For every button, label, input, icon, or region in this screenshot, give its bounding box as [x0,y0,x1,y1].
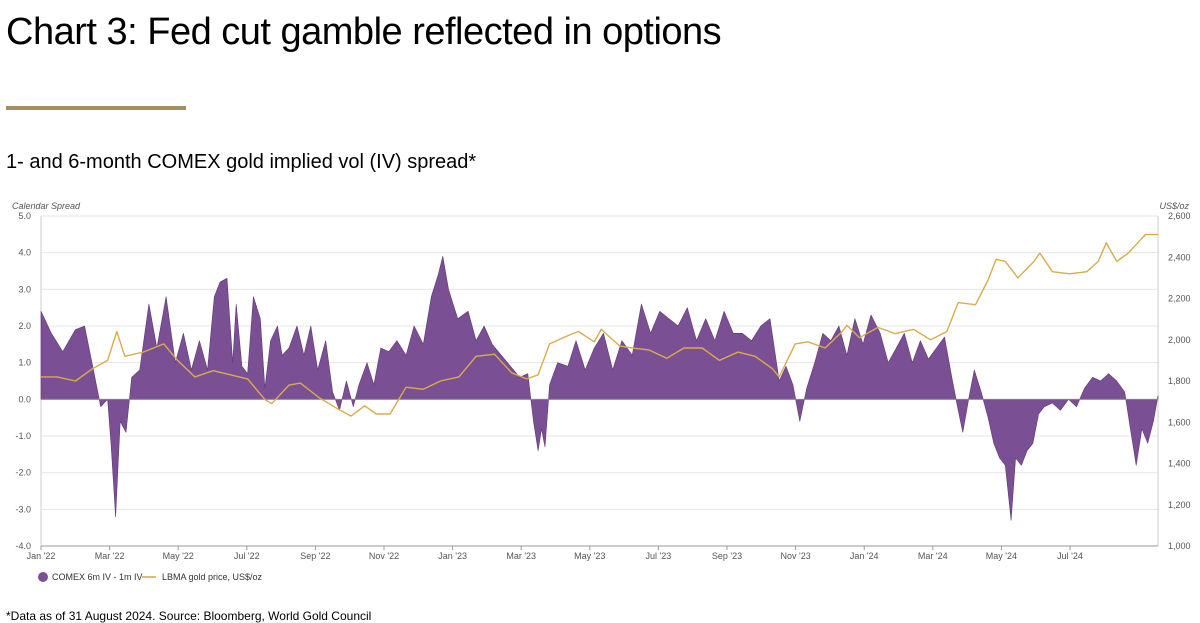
series-layer [40,233,1159,521]
spread-area [40,256,1159,521]
legend-label-spread: COMEX 6m IV - 1m IV [52,572,143,582]
chart-subtitle: 1- and 6-month COMEX gold implied vol (I… [6,151,477,173]
left-tick-label: 0.0 [18,394,31,404]
legend: COMEX 6m IV - 1m IV LBMA gold price, US$… [38,572,263,582]
title-underline [6,106,186,110]
right-tick-label: 2,400 [1168,252,1191,262]
right-axis-label: US$/oz [1159,201,1189,211]
right-tick-label: 2,200 [1168,294,1191,304]
left-axis-label: Calendar Spread [12,201,81,211]
x-tick-label: Mar '22 [95,551,125,561]
x-tick-label: Jan '24 [850,551,879,561]
chart-footnote: *Data as of 31 August 2024. Source: Bloo… [6,609,372,623]
gold-price-line [41,233,1158,417]
x-tick-label: Jan '22 [27,551,56,561]
x-tick-label: Jul '24 [1057,551,1083,561]
left-tick-label: 2.0 [18,321,31,331]
right-tick-label: 2,600 [1168,211,1191,221]
spread-chart: Calendar Spread US$/oz 5.0 4.0 3.0 2.0 1.0 0.… [12,201,1191,582]
x-tick-label: May '23 [574,551,605,561]
x-tick-label: Nov '23 [780,551,810,561]
right-tick-label: 1,000 [1168,541,1191,551]
x-tick-label: May '24 [986,551,1017,561]
x-tick-label: Jul '22 [234,551,260,561]
left-tick-label: -2.0 [15,468,31,478]
left-tick-label: -3.0 [15,504,31,514]
left-tick-label: 4.0 [18,248,31,258]
left-tick-label: 1.0 [18,358,31,368]
legend-marker-spread [38,572,48,582]
left-tick-label: -1.0 [15,431,31,441]
right-tick-label: 1,400 [1168,459,1191,469]
right-tick-label: 1,200 [1168,500,1191,510]
right-tick-label: 2,000 [1168,335,1191,345]
x-tick-label: Sep '22 [300,551,330,561]
right-tick-label: 1,800 [1168,376,1191,386]
x-tick-label: Mar '24 [918,551,948,561]
x-tick-label: Jul '23 [646,551,672,561]
right-axis-ticks: 2,600 2,400 2,200 2,000 1,800 1,600 1,400 1,200… [1168,211,1191,551]
x-tick-label: May '22 [163,551,194,561]
x-axis-ticks: Jan '22 Mar '22 May '22 Jul '22 Sep '22 Nov '… [27,546,1083,561]
left-tick-label: 5.0 [18,211,31,221]
x-tick-label: Sep '23 [712,551,742,561]
x-tick-label: Nov '22 [369,551,399,561]
left-axis-ticks: 5.0 4.0 3.0 2.0 1.0 0.0 -1.0 -2.0 -3.0 -4.0 [15,211,31,551]
left-tick-label: -4.0 [15,541,31,551]
x-tick-label: Jan '23 [438,551,467,561]
x-tick-label: Mar '23 [506,551,536,561]
right-tick-label: 1,600 [1168,417,1191,427]
chart-title: Chart 3: Fed cut gamble reflected in opt… [6,11,722,53]
legend-label-gold: LBMA gold price, US$/oz [162,572,263,582]
left-tick-label: 3.0 [18,284,31,294]
